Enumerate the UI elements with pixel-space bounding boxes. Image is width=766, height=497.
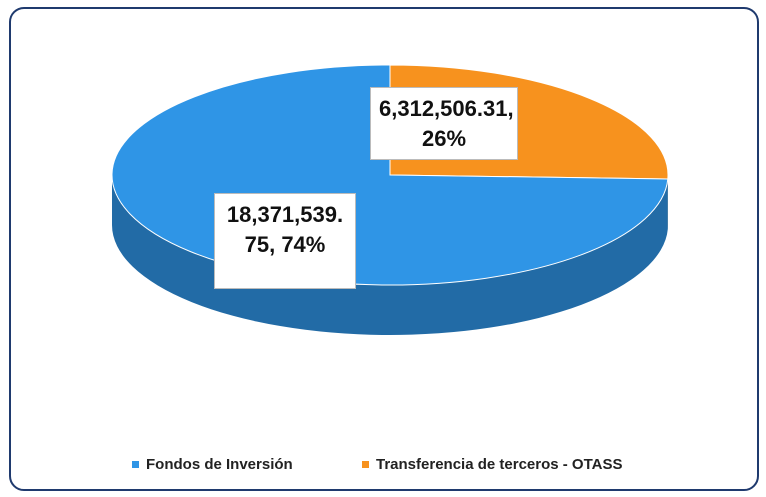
legend-swatch <box>362 461 369 468</box>
legend-item: Fondos de Inversión <box>132 456 293 473</box>
legend-swatch <box>132 461 139 468</box>
slice-side <box>112 175 668 336</box>
legend-label: Fondos de Inversión <box>146 456 293 473</box>
legend-label: Transferencia de terceros - OTASS <box>376 456 623 473</box>
data-label: 6,312,506.31, 26% <box>370 87 518 161</box>
legend-item: Transferencia de terceros - OTASS <box>362 456 622 473</box>
data-label: 18,371,539.75, 74% <box>214 193 356 289</box>
